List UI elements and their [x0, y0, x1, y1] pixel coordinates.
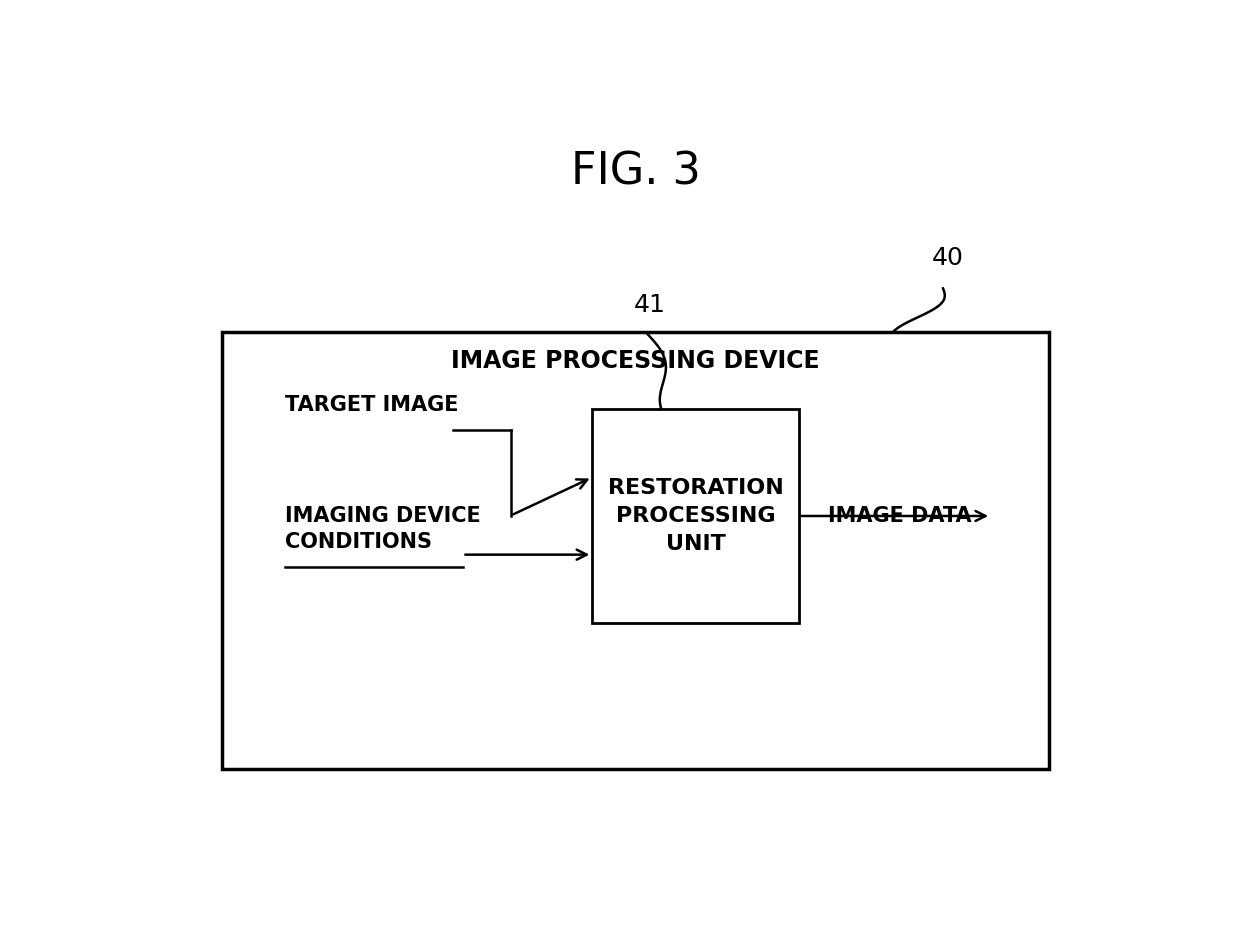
Text: IMAGING DEVICE
CONDITIONS: IMAGING DEVICE CONDITIONS: [285, 505, 480, 552]
Text: IMAGE DATA: IMAGE DATA: [828, 505, 971, 526]
Text: IMAGE PROCESSING DEVICE: IMAGE PROCESSING DEVICE: [451, 349, 820, 373]
Text: FIG. 3: FIG. 3: [570, 150, 701, 193]
Text: RESTORATION
PROCESSING
UNIT: RESTORATION PROCESSING UNIT: [608, 478, 784, 554]
Bar: [222, 332, 1049, 769]
Text: 41: 41: [634, 293, 666, 318]
Bar: [593, 409, 799, 623]
Text: TARGET IMAGE: TARGET IMAGE: [285, 394, 459, 415]
Text: 40: 40: [932, 246, 963, 271]
